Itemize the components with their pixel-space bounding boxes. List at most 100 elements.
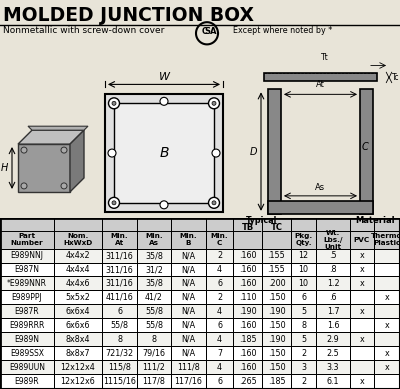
Text: 4: 4 bbox=[217, 265, 222, 274]
Text: .155: .155 bbox=[268, 265, 285, 274]
Text: E989NNJ: E989NNJ bbox=[10, 251, 44, 260]
Text: .190: .190 bbox=[239, 307, 256, 316]
Text: N/A: N/A bbox=[182, 279, 196, 288]
Text: 55/8: 55/8 bbox=[110, 321, 128, 330]
Text: E987N: E987N bbox=[14, 265, 40, 274]
Circle shape bbox=[21, 183, 27, 189]
Text: Tc: Tc bbox=[392, 73, 400, 82]
Text: 12x12x6: 12x12x6 bbox=[61, 377, 95, 385]
Text: x: x bbox=[385, 321, 389, 330]
Text: x: x bbox=[360, 335, 364, 344]
Bar bbox=[0, 304, 400, 318]
Text: 6: 6 bbox=[217, 377, 222, 385]
Text: 2.5: 2.5 bbox=[327, 349, 339, 357]
Text: 2: 2 bbox=[217, 293, 222, 302]
Text: 8: 8 bbox=[301, 321, 306, 330]
Text: Material: Material bbox=[355, 216, 395, 225]
Text: 7: 7 bbox=[217, 349, 222, 357]
Text: 311/16: 311/16 bbox=[106, 265, 133, 274]
Text: 5x5x2: 5x5x2 bbox=[66, 293, 90, 302]
Text: D: D bbox=[249, 147, 257, 157]
Text: .155: .155 bbox=[268, 251, 285, 260]
Text: 6: 6 bbox=[117, 307, 122, 316]
Text: TC: TC bbox=[270, 223, 282, 232]
Bar bbox=[0, 374, 400, 388]
Text: 411/16: 411/16 bbox=[106, 293, 133, 302]
Text: .200: .200 bbox=[268, 279, 285, 288]
Bar bbox=[0, 318, 400, 332]
Text: 111/2: 111/2 bbox=[142, 363, 166, 371]
Text: x: x bbox=[360, 251, 364, 260]
Text: Wt.
Lbs./
Unit: Wt. Lbs./ Unit bbox=[323, 230, 343, 250]
Text: 6x6x6: 6x6x6 bbox=[66, 321, 90, 330]
Text: H: H bbox=[0, 163, 8, 173]
Bar bbox=[114, 103, 214, 203]
Text: 41/2: 41/2 bbox=[145, 293, 163, 302]
Text: Min.
As: Min. As bbox=[145, 233, 163, 247]
Text: 8x8x4: 8x8x4 bbox=[66, 335, 90, 344]
Bar bbox=[0, 346, 400, 360]
Text: B: B bbox=[159, 146, 169, 160]
Text: E989SSX: E989SSX bbox=[10, 349, 44, 357]
Circle shape bbox=[61, 183, 67, 189]
Text: 6.1: 6.1 bbox=[327, 377, 339, 385]
Text: 8: 8 bbox=[152, 335, 156, 344]
Text: SA: SA bbox=[205, 27, 217, 36]
Text: N/A: N/A bbox=[182, 293, 196, 302]
Text: 6x6x4: 6x6x4 bbox=[66, 307, 90, 316]
Bar bbox=[0, 263, 400, 277]
Text: 3: 3 bbox=[301, 363, 306, 371]
Circle shape bbox=[208, 197, 220, 208]
Circle shape bbox=[160, 97, 168, 105]
Text: 79/16: 79/16 bbox=[142, 349, 166, 357]
Circle shape bbox=[212, 149, 220, 157]
Text: 8: 8 bbox=[117, 335, 122, 344]
Text: 311/16: 311/16 bbox=[106, 279, 133, 288]
Text: x: x bbox=[385, 363, 389, 371]
Text: N/A: N/A bbox=[182, 349, 196, 357]
Text: 55/8: 55/8 bbox=[145, 321, 163, 330]
Circle shape bbox=[112, 201, 116, 205]
Text: MOLDED JUNCTION BOX: MOLDED JUNCTION BOX bbox=[3, 6, 254, 25]
Text: x: x bbox=[360, 265, 364, 274]
Text: 35/8: 35/8 bbox=[145, 251, 163, 260]
Text: 6: 6 bbox=[217, 321, 222, 330]
Circle shape bbox=[108, 98, 120, 109]
Text: .8: .8 bbox=[329, 265, 337, 274]
Text: 4x4x6: 4x4x6 bbox=[66, 279, 90, 288]
Text: .150: .150 bbox=[268, 321, 285, 330]
Circle shape bbox=[21, 147, 27, 153]
Polygon shape bbox=[18, 144, 70, 192]
Text: 4: 4 bbox=[217, 363, 222, 371]
Text: 5: 5 bbox=[301, 335, 306, 344]
Text: 3.3: 3.3 bbox=[327, 363, 339, 371]
Bar bbox=[264, 74, 377, 81]
Text: *E989NNR: *E989NNR bbox=[7, 279, 47, 288]
Text: x: x bbox=[360, 307, 364, 316]
Text: E989RRR: E989RRR bbox=[9, 321, 45, 330]
Text: Part
Number: Part Number bbox=[11, 233, 43, 247]
Text: C: C bbox=[362, 142, 368, 152]
Text: 12: 12 bbox=[298, 251, 308, 260]
Text: 115/8: 115/8 bbox=[108, 363, 131, 371]
Text: .185: .185 bbox=[239, 335, 256, 344]
Text: 117/8: 117/8 bbox=[142, 377, 166, 385]
Text: 1.7: 1.7 bbox=[327, 307, 339, 316]
Text: 10: 10 bbox=[298, 265, 308, 274]
Text: .185: .185 bbox=[268, 377, 285, 385]
Text: 8x8x7: 8x8x7 bbox=[66, 349, 90, 357]
Circle shape bbox=[160, 201, 168, 209]
Text: 6: 6 bbox=[301, 293, 306, 302]
Text: 4x4x2: 4x4x2 bbox=[66, 251, 90, 260]
Text: 2: 2 bbox=[301, 349, 306, 357]
Text: Nom.
HxWxD: Nom. HxWxD bbox=[63, 233, 93, 247]
Circle shape bbox=[108, 197, 120, 208]
Text: 4: 4 bbox=[217, 335, 222, 344]
Bar bbox=[268, 89, 281, 214]
Bar bbox=[0, 277, 400, 291]
Text: .110: .110 bbox=[239, 293, 256, 302]
Text: N/A: N/A bbox=[182, 321, 196, 330]
Text: 31/2: 31/2 bbox=[145, 265, 163, 274]
Text: x: x bbox=[385, 293, 389, 302]
Bar bbox=[0, 291, 400, 304]
